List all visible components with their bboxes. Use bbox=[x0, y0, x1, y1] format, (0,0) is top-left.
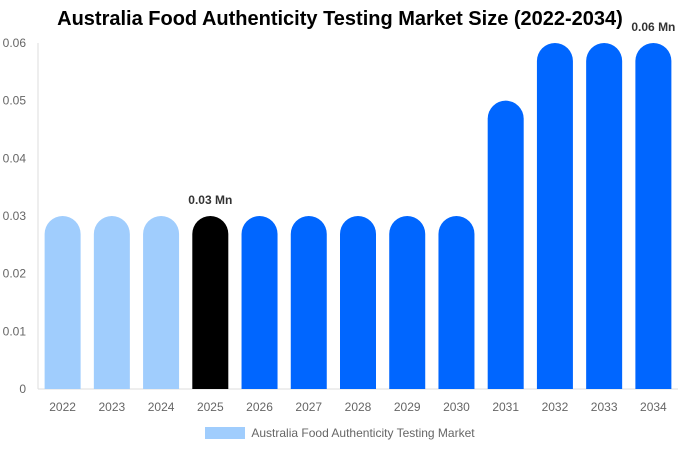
bar-2028 bbox=[340, 216, 376, 389]
chart-title: Australia Food Authenticity Testing Mark… bbox=[57, 8, 623, 30]
legend[interactable]: Australia Food Authenticity Testing Mark… bbox=[0, 426, 680, 440]
bar-2034 bbox=[635, 43, 672, 389]
bar-2029 bbox=[389, 216, 426, 389]
legend-label: Australia Food Authenticity Testing Mark… bbox=[251, 426, 475, 440]
y-tick-label: 0.01 bbox=[3, 324, 27, 338]
x-tick-label: 2025 bbox=[197, 400, 224, 414]
x-tick-label: 2032 bbox=[542, 400, 569, 414]
x-tick-label: 2031 bbox=[492, 400, 519, 414]
y-tick-label: 0.02 bbox=[3, 267, 27, 281]
data-label: 0.03 Mn bbox=[188, 193, 232, 207]
x-tick-label: 2028 bbox=[345, 400, 372, 414]
x-tick-label: 2034 bbox=[640, 400, 667, 414]
y-tick-label: 0.04 bbox=[3, 151, 27, 165]
bar-2032 bbox=[536, 43, 573, 389]
bar-2027 bbox=[290, 216, 327, 389]
bar-2022 bbox=[44, 215, 81, 389]
x-tick-label: 2027 bbox=[295, 400, 322, 414]
x-tick-label: 2030 bbox=[443, 400, 470, 414]
data-label: 0.06 Mn bbox=[631, 20, 675, 34]
x-tick-label: 2033 bbox=[591, 400, 618, 414]
x-tick-label: 2023 bbox=[98, 400, 125, 414]
y-tick-label: 0.05 bbox=[3, 94, 27, 108]
bar-2030 bbox=[438, 216, 475, 389]
x-tick-label: 2022 bbox=[49, 400, 76, 414]
y-tick-label: 0 bbox=[19, 382, 26, 396]
bar-2031 bbox=[487, 100, 524, 389]
legend-swatch bbox=[205, 427, 246, 439]
y-tick-label: 0.06 bbox=[3, 36, 27, 50]
bar-2026 bbox=[241, 216, 278, 389]
bar-2033 bbox=[586, 43, 623, 389]
x-tick-label: 2024 bbox=[148, 400, 175, 414]
x-tick-label: 2029 bbox=[394, 400, 421, 414]
x-tick-label: 2026 bbox=[246, 400, 273, 414]
y-tick-label: 0.03 bbox=[3, 209, 27, 223]
bar-2024 bbox=[143, 216, 180, 389]
bar-2023 bbox=[93, 216, 130, 389]
bar-2025 bbox=[192, 216, 229, 389]
